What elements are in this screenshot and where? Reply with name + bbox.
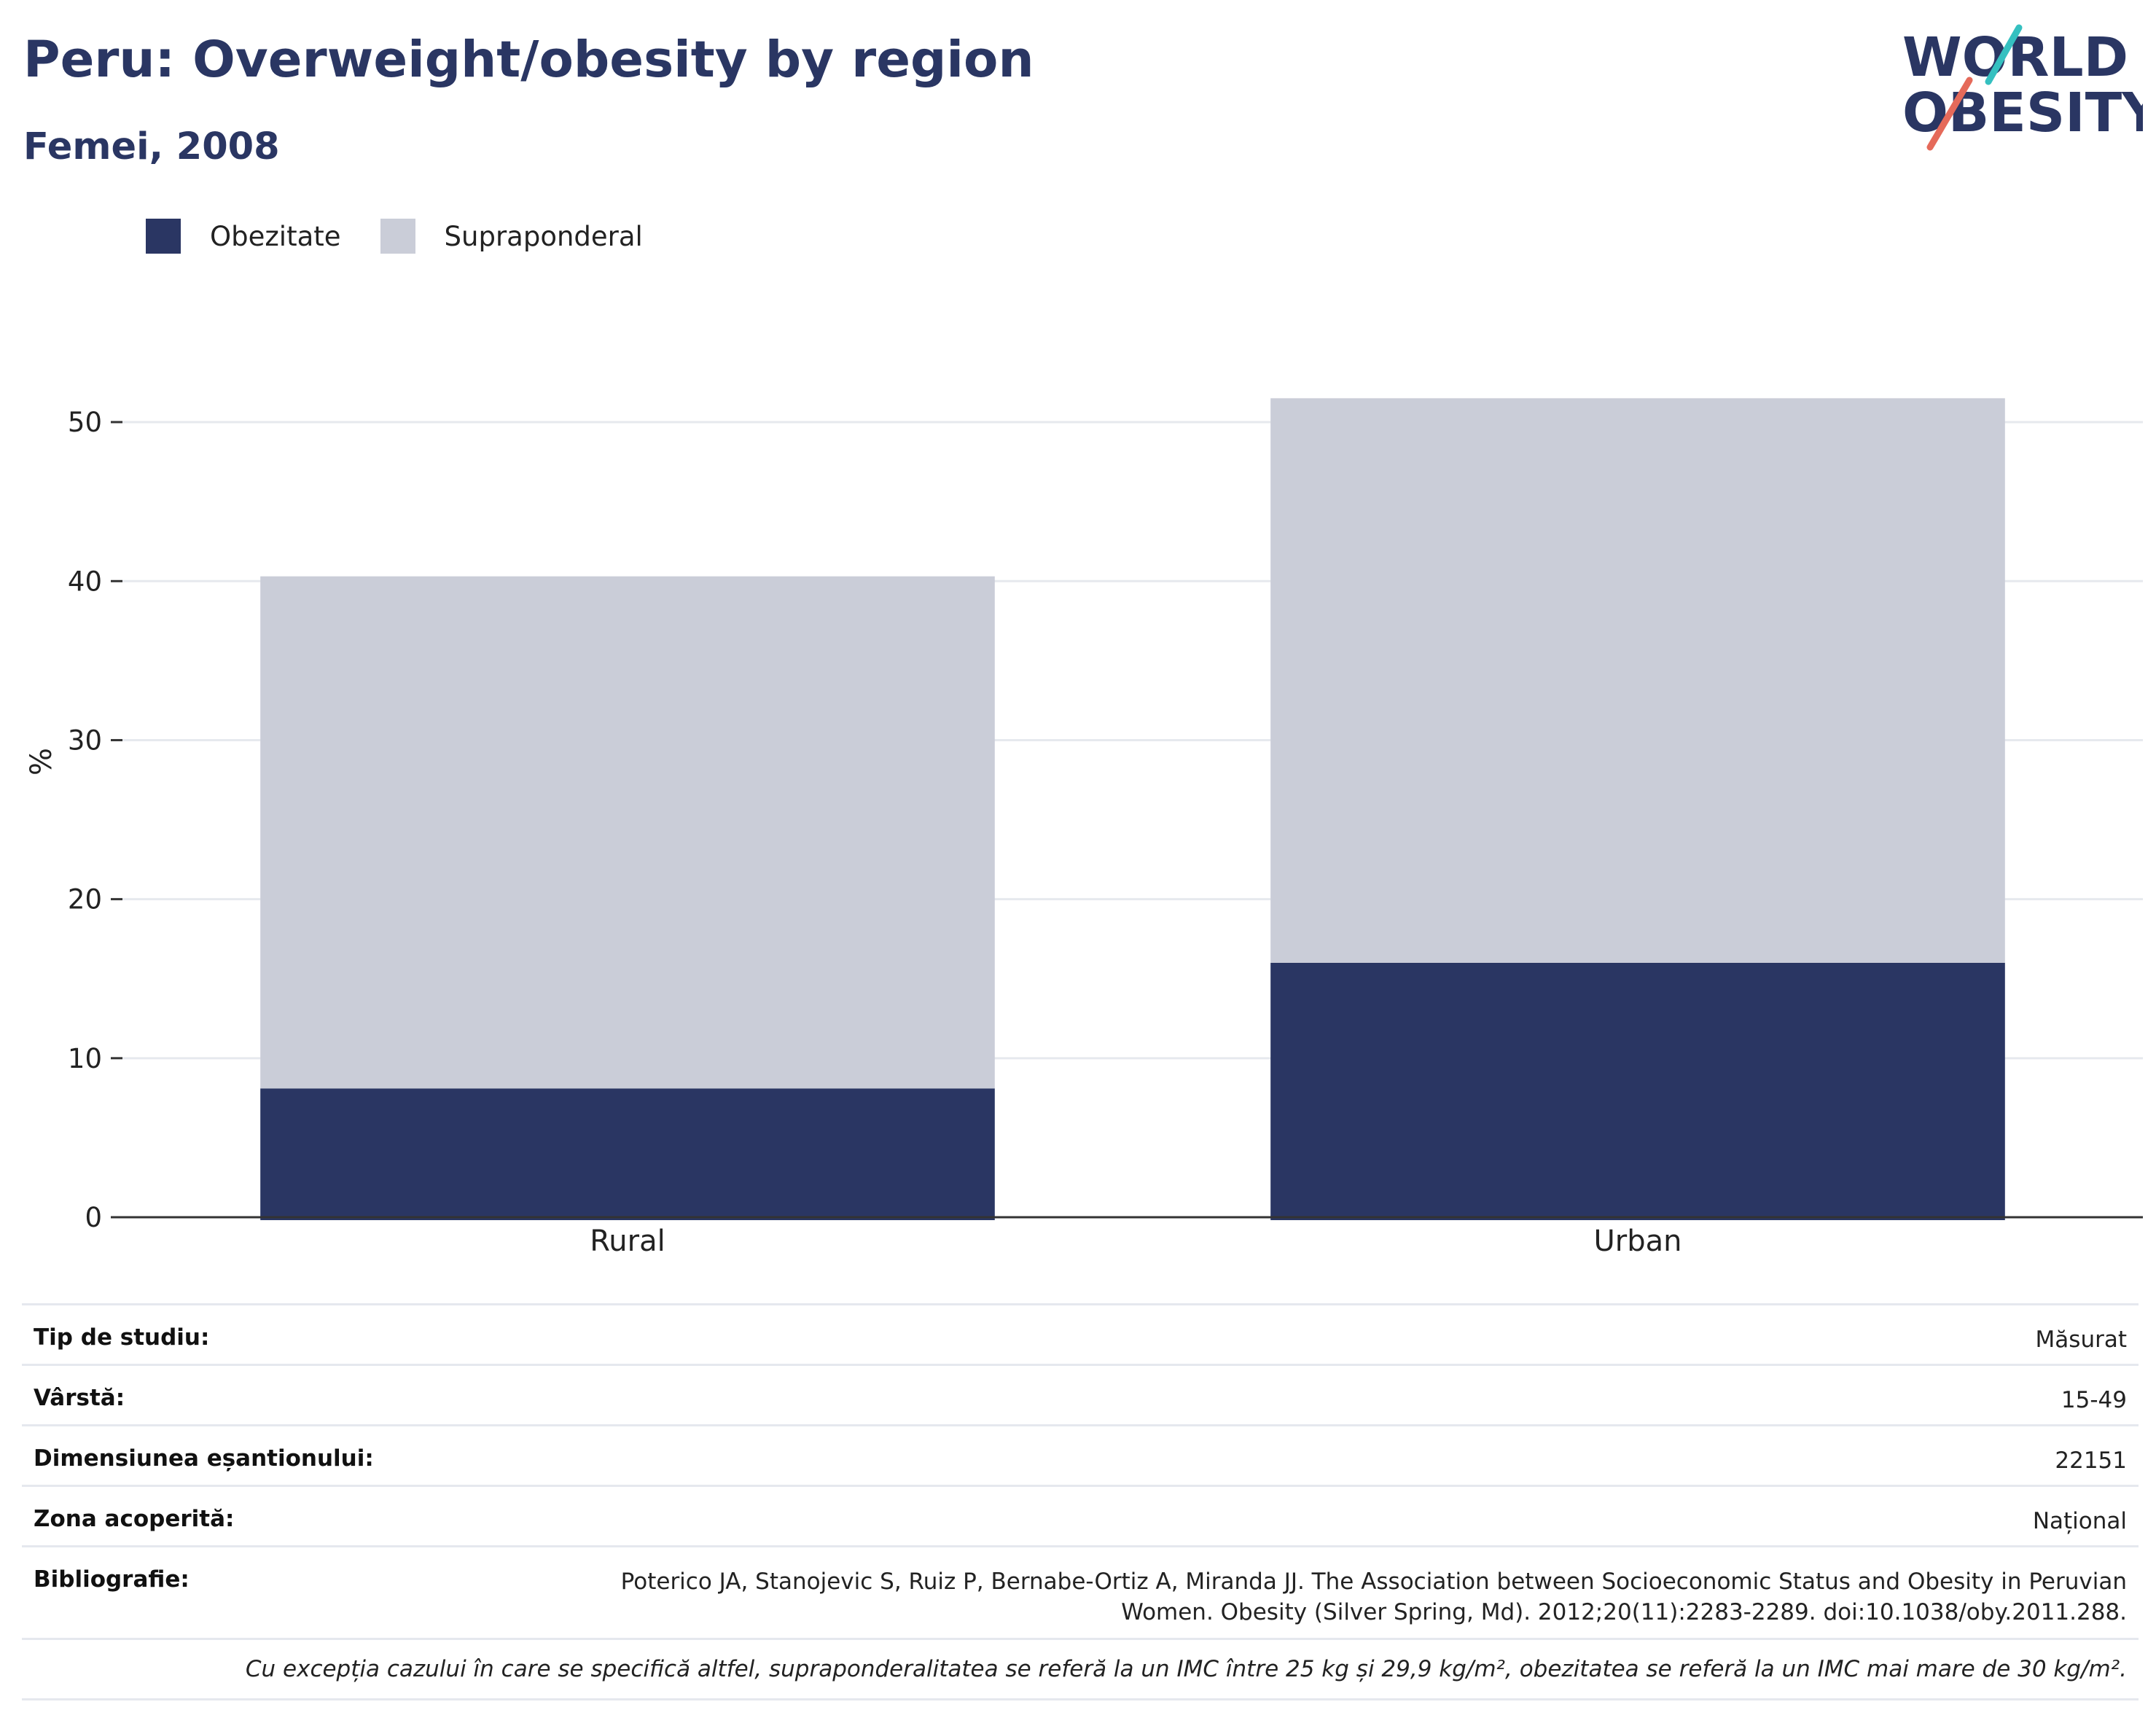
info-row-age: Vârstă: 15-49 xyxy=(22,1366,2139,1426)
info-row-sample-size: Dimensiunea eșantionului: 22151 xyxy=(22,1426,2139,1487)
legend-item-obezitate[interactable]: Obezitate xyxy=(146,219,341,254)
logo-slash-coral-icon xyxy=(1926,77,1973,151)
chart-legend: Obezitate Supraponderal xyxy=(146,217,682,255)
legend-label-obezitate: Obezitate xyxy=(210,220,341,252)
info-label: Vârstă: xyxy=(34,1385,125,1411)
info-row-coverage: Zona acoperită: Național xyxy=(22,1487,2139,1547)
x-tick-label: Urban xyxy=(1594,1225,1682,1258)
info-row-bibliography: Bibliografie: Poterico JA, Stanojevic S,… xyxy=(22,1547,2139,1640)
legend-label-supraponderal: Supraponderal xyxy=(444,220,643,252)
info-value: Național xyxy=(2032,1508,2127,1534)
y-tick-label: 20 xyxy=(68,884,102,915)
y-tick-label: 50 xyxy=(68,407,102,438)
legend-swatch-supraponderal xyxy=(380,219,415,254)
page-title: Peru: Overweight/obesity by region xyxy=(23,31,1034,89)
info-value: Măsurat xyxy=(2035,1327,2127,1353)
y-tick-label: 30 xyxy=(68,725,102,756)
bar-rural-obezitate xyxy=(260,1088,995,1220)
info-row-study-type: Tip de studiu: Măsurat xyxy=(22,1305,2139,1366)
world-obesity-logo: WORLD OBESITY xyxy=(1902,22,2156,153)
page-subtitle: Femei, 2008 xyxy=(23,125,280,168)
bibliography-text: Poterico JA, Stanojevic S, Ruiz P, Berna… xyxy=(621,1566,2127,1628)
logo-slash-teal-icon xyxy=(1985,24,2023,85)
bibliography-line-2: Women. Obesity (Silver Spring, Md). 2012… xyxy=(1121,1599,2127,1626)
bar-urban-obezitate xyxy=(1270,962,2005,1220)
bar-rural-supraponderal xyxy=(260,576,995,1089)
legend-item-supraponderal[interactable]: Supraponderal xyxy=(380,219,643,254)
y-tick-label: 40 xyxy=(68,566,102,597)
info-label: Tip de studiu: xyxy=(34,1324,210,1351)
info-value: 15-49 xyxy=(2061,1387,2127,1413)
bibliography-line-1: Poterico JA, Stanojevic S, Ruiz P, Berna… xyxy=(620,1569,2127,1595)
logo-line2: OBESITY xyxy=(1902,82,2143,144)
legend-swatch-obezitate xyxy=(146,219,181,254)
info-label: Dimensiunea eșantionului: xyxy=(34,1445,374,1472)
bar-urban-supraponderal xyxy=(1270,398,2005,963)
info-label: Bibliografie: xyxy=(34,1566,190,1593)
stacked-bar-chart: 0 10 20 30 40 50% Rural Urban xyxy=(25,398,2143,1258)
y-axis-label: % xyxy=(25,748,58,776)
info-label: Zona acoperită: xyxy=(34,1506,235,1532)
definition-note: Cu excepția cazului în care se specifică… xyxy=(22,1640,2139,1700)
y-tick-label: 10 xyxy=(68,1043,102,1074)
study-info-table: Tip de studiu: Măsurat Vârstă: 15-49 Dim… xyxy=(22,1303,2139,1700)
x-tick-label: Rural xyxy=(590,1225,665,1258)
info-value: 22151 xyxy=(2055,1448,2127,1474)
y-tick-label: 0 xyxy=(85,1202,102,1233)
